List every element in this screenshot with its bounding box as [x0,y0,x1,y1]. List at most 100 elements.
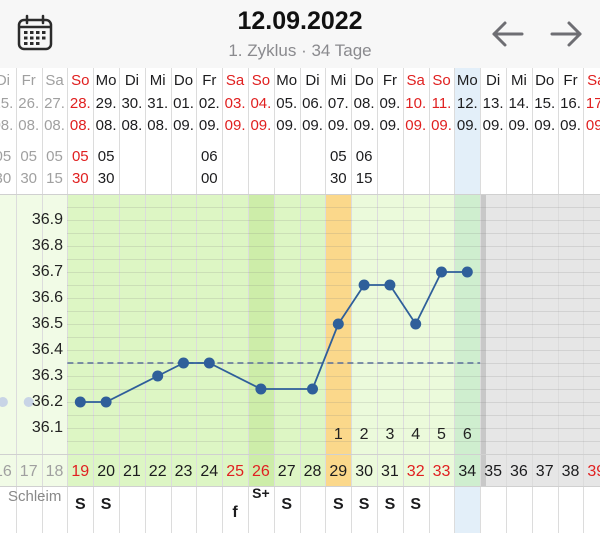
today-highlight [454,194,481,486]
cycle-day-number[interactable]: 25 [226,463,244,480]
date-label: 08. [353,95,375,112]
cycle-day-number[interactable]: 30 [355,463,373,480]
mucus-mark[interactable]: S [100,496,112,513]
column-divider [273,68,275,533]
cycle-day-number[interactable]: 34 [458,463,477,480]
temperature-point[interactable] [203,357,215,369]
mucus-mark[interactable]: S [74,496,86,513]
weekday-label: Sa [225,72,245,89]
previous-day-button[interactable] [488,16,528,52]
temperature-point[interactable] [384,279,396,291]
weekday-label: Mi [149,72,166,89]
date-label: 26. [18,95,40,112]
weekday-label: Sa [406,72,425,89]
today-highlight [454,68,481,194]
date-label: 25. [0,95,14,112]
date-label: 09. [224,117,246,134]
cycle-day-number[interactable]: 21 [123,463,141,480]
cycle-day-number[interactable]: 36 [510,463,528,480]
cycle-day-number[interactable]: 29 [329,463,348,480]
column-divider [351,68,353,533]
temperature-point[interactable] [74,396,86,408]
cycle-chart[interactable]: 36.936.836.736.636.536.436.336.236.1Di25… [0,68,600,533]
column-divider [67,68,69,533]
temperature-point[interactable] [307,383,318,395]
y-tick-label: 36.8 [31,237,63,254]
cycle-day-number[interactable]: 16 [0,463,12,480]
date-label: 07. [327,95,349,112]
column-divider [196,68,198,533]
cycle-subtitle: 1. Zyklus · 34 Tage [228,41,372,60]
cycle-day-number[interactable]: 37 [535,463,554,480]
cycle-day-number[interactable]: 39 [587,463,600,480]
cycle-day-number[interactable]: 20 [97,463,115,480]
high-temp-count: 4 [411,426,421,443]
mucus-mark[interactable]: S+ [252,485,270,501]
date-label: 13. [482,95,504,112]
weekday-label: Mo [456,72,478,89]
column-divider [480,68,482,533]
temperature-point[interactable] [255,383,267,395]
mucus-row-label: Schleim [8,488,62,505]
date-label: 09. [173,117,194,134]
mucus-mark[interactable]: S [358,496,370,513]
arrow-right-icon [550,21,582,47]
row-divider [0,194,600,195]
cycle-day-number[interactable]: 23 [174,463,193,480]
header-bar: 12.09.2022 1. Zyklus · 34 Tage [0,0,600,68]
cycle-day-number[interactable]: 28 [303,463,322,480]
cycle-day-number[interactable]: 22 [148,463,167,480]
temperature-point[interactable] [410,318,422,330]
mucus-mark[interactable]: S [384,496,396,513]
mucus-mark[interactable]: S [410,496,422,513]
measure-time-label: 30 [20,170,38,187]
cycle-day-number[interactable]: 38 [561,463,580,480]
temp-gridline [67,350,600,351]
temperature-point[interactable] [436,266,447,278]
mucus-mark[interactable]: f [232,504,238,521]
temperature-point[interactable] [358,279,370,291]
temp-gridline [67,402,600,403]
cycle-day-number[interactable]: 17 [19,463,38,480]
temperature-point[interactable] [332,318,344,330]
cycle-day-number[interactable]: 31 [381,463,399,480]
date-label: 17. [585,95,600,112]
measure-time-label: 06 [200,148,218,165]
measure-time-label: 06 [355,148,373,165]
y-tick-label: 36.9 [31,211,63,228]
temperature-point[interactable] [461,266,473,278]
column-divider [248,68,249,533]
column-divider [15,68,17,533]
date-label: 10. [405,95,427,112]
date-label: 09. [327,117,349,134]
cycle-day-number[interactable]: 35 [484,463,502,480]
mucus-mark[interactable]: S [281,496,293,513]
calendar-button[interactable] [16,14,54,52]
date-label: 09. [353,117,375,134]
date-label: 09. [431,117,452,134]
cycle-day-number[interactable]: 32 [406,463,425,480]
weekday-label: Fr [382,72,397,89]
cycle-day-number[interactable]: 27 [277,463,296,480]
mucus-mark[interactable]: S [332,496,344,513]
weekday-label: Di [486,72,501,89]
cycle-day-number[interactable]: 26 [252,463,270,480]
column-divider [170,68,172,533]
date-label: 05. [276,95,298,112]
next-day-button[interactable] [546,16,586,52]
date-label: 09. [585,117,600,134]
cycle-day-number[interactable]: 18 [45,463,64,480]
cycle-day-number[interactable]: 19 [71,463,90,480]
date-label: 09. [405,117,427,134]
arrow-left-icon [492,21,524,47]
cycle-day-number[interactable]: 24 [200,463,219,480]
temp-gridline [67,428,600,429]
temperature-point[interactable] [100,396,112,408]
temp-gridline [67,259,600,260]
temperature-point[interactable] [178,357,189,369]
cycle-day-number[interactable]: 33 [432,463,451,480]
future-days-divider [480,194,487,486]
measure-time-label: 30 [71,170,89,187]
temperature-point[interactable] [152,370,164,382]
measure-time-label: 05 [20,148,38,165]
